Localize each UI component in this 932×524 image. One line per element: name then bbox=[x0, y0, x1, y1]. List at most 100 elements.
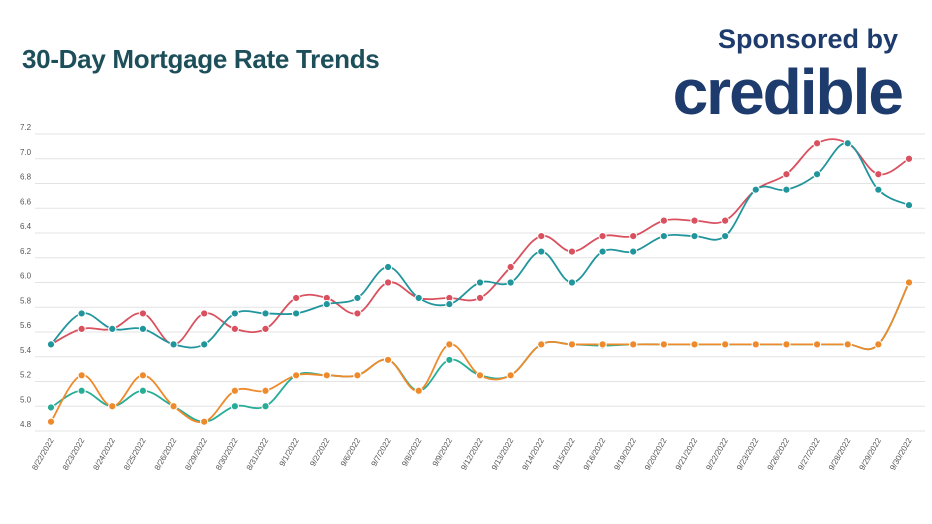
data-point bbox=[475, 293, 485, 303]
data-point bbox=[261, 402, 270, 411]
data-point bbox=[108, 402, 117, 411]
data-point bbox=[353, 371, 362, 380]
data-point bbox=[843, 340, 852, 349]
y-tick-label: 4.8 bbox=[20, 420, 32, 429]
data-point bbox=[598, 231, 607, 241]
data-point bbox=[138, 309, 148, 318]
data-point bbox=[475, 371, 485, 380]
x-tick-label: 9/30/2022 bbox=[888, 436, 914, 472]
page-title: 30-Day Mortgage Rate Trends bbox=[22, 44, 380, 74]
data-point bbox=[138, 371, 148, 380]
y-tick-label: 5.0 bbox=[20, 395, 32, 404]
data-point bbox=[537, 247, 546, 256]
data-point bbox=[904, 278, 914, 287]
data-point bbox=[383, 278, 393, 287]
data-point bbox=[904, 201, 914, 210]
data-point bbox=[322, 300, 331, 309]
data-point bbox=[690, 231, 699, 241]
data-point bbox=[751, 340, 760, 349]
y-tick-label: 7.2 bbox=[20, 123, 32, 132]
data-point bbox=[874, 185, 883, 194]
data-point bbox=[629, 231, 638, 241]
data-point bbox=[353, 309, 362, 318]
y-tick-label: 6.4 bbox=[20, 222, 32, 231]
x-tick-label: 9/9/2022 bbox=[431, 436, 455, 468]
data-point bbox=[445, 340, 454, 349]
data-point bbox=[506, 278, 515, 287]
x-tick-label: 9/22/2022 bbox=[704, 436, 730, 472]
data-point bbox=[414, 293, 423, 303]
data-point bbox=[475, 278, 485, 287]
data-point bbox=[261, 309, 270, 318]
y-tick-label: 5.4 bbox=[20, 346, 32, 355]
data-point bbox=[567, 278, 577, 287]
y-tick-label: 6.0 bbox=[20, 272, 32, 281]
data-point bbox=[77, 324, 86, 334]
data-point bbox=[721, 231, 730, 241]
data-point bbox=[567, 340, 577, 349]
x-tick-label: 9/14/2022 bbox=[520, 436, 546, 472]
x-tick-label: 9/8/2022 bbox=[400, 436, 424, 468]
data-point bbox=[690, 340, 699, 349]
credible-logo: credible bbox=[672, 56, 904, 128]
data-point bbox=[77, 386, 86, 395]
x-tick-label: 8/26/2022 bbox=[153, 436, 179, 472]
series-line-1 bbox=[50, 142, 910, 349]
data-point bbox=[659, 340, 668, 349]
data-point bbox=[874, 170, 883, 179]
y-tick-label: 6.2 bbox=[20, 247, 32, 256]
x-tick-label: 8/31/2022 bbox=[245, 436, 271, 472]
data-point bbox=[46, 340, 56, 349]
y-tick-label: 5.2 bbox=[20, 371, 32, 380]
y-tick-label: 6.8 bbox=[20, 173, 32, 182]
data-point bbox=[782, 340, 791, 349]
data-point bbox=[261, 324, 270, 334]
data-point bbox=[445, 300, 454, 309]
x-tick-label: 8/23/2022 bbox=[61, 436, 87, 472]
data-point bbox=[200, 417, 209, 426]
x-tick-label: 9/29/2022 bbox=[857, 436, 883, 472]
data-point bbox=[721, 216, 730, 225]
data-point bbox=[721, 340, 730, 349]
data-point bbox=[629, 247, 638, 256]
data-point bbox=[537, 340, 546, 349]
data-point bbox=[874, 340, 883, 349]
x-tick-label: 9/23/2022 bbox=[735, 436, 761, 472]
data-point bbox=[230, 324, 239, 334]
data-point bbox=[383, 355, 393, 364]
data-point bbox=[659, 216, 668, 225]
data-point bbox=[598, 247, 607, 256]
data-point bbox=[843, 139, 852, 148]
y-tick-label: 5.6 bbox=[20, 321, 32, 330]
data-point bbox=[414, 386, 423, 395]
data-point bbox=[292, 293, 301, 303]
data-point bbox=[598, 340, 607, 349]
data-point bbox=[169, 402, 178, 411]
data-point bbox=[200, 309, 209, 318]
data-point bbox=[383, 262, 393, 272]
data-point bbox=[812, 170, 822, 179]
x-tick-label: 8/22/2022 bbox=[30, 436, 56, 472]
x-tick-label: 9/26/2022 bbox=[766, 436, 792, 472]
data-point bbox=[812, 139, 822, 148]
data-point bbox=[230, 402, 239, 411]
data-point bbox=[292, 371, 301, 380]
x-tick-label: 8/24/2022 bbox=[91, 436, 117, 472]
x-tick-label: 9/20/2022 bbox=[643, 436, 669, 472]
x-tick-label: 9/13/2022 bbox=[490, 436, 516, 472]
x-tick-label: 9/7/2022 bbox=[369, 436, 393, 468]
x-tick-label: 8/29/2022 bbox=[183, 436, 209, 472]
data-point bbox=[261, 386, 270, 395]
data-point bbox=[230, 386, 239, 395]
data-point bbox=[77, 309, 86, 318]
data-point bbox=[782, 185, 791, 194]
data-point bbox=[659, 231, 668, 241]
x-tick-label: 8/30/2022 bbox=[214, 436, 240, 472]
data-point bbox=[506, 262, 515, 272]
x-tick-label: 9/21/2022 bbox=[674, 436, 700, 472]
series-line-3 bbox=[50, 282, 910, 424]
series-line-2 bbox=[50, 282, 910, 423]
data-point bbox=[169, 340, 178, 349]
x-tick-label: 9/12/2022 bbox=[459, 436, 485, 472]
